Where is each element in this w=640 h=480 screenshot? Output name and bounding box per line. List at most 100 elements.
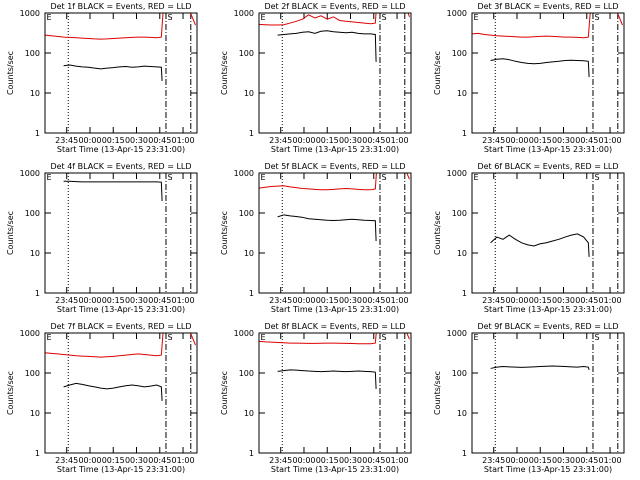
panel: Det 8f BLACK = Events, RED = LLD Counts/s… xyxy=(220,322,412,474)
plot-area xyxy=(472,13,623,78)
series-line xyxy=(63,382,163,401)
x-tick-label: 23:45 xyxy=(482,296,505,305)
y-tick-label: 100 xyxy=(452,49,467,58)
plot-area xyxy=(259,13,410,62)
y-tick-label: 1 xyxy=(249,129,254,138)
plot-area xyxy=(45,173,196,201)
plot-area xyxy=(490,365,590,370)
x-tick-label: 01:00 xyxy=(172,456,195,465)
panel: Det 3f BLACK = Events, RED = LLD Counts/s… xyxy=(433,2,625,154)
panel-title: Det 6f BLACK = Events, RED = LLD xyxy=(477,162,618,171)
y-axis-label: Counts/sec xyxy=(220,371,229,415)
panel: Det 6f BLACK = Events, RED = LLD Counts/s… xyxy=(433,162,625,314)
annotation: E xyxy=(47,13,52,22)
axes-frame xyxy=(44,12,198,134)
x-tick-label: 01:00 xyxy=(386,456,409,465)
x-tick-label: 00:30 xyxy=(552,456,575,465)
x-tick-label: 00:00 xyxy=(505,296,528,305)
axes-frame xyxy=(44,332,198,454)
x-tick-label: 00:45 xyxy=(362,456,385,465)
x-tick-label: 00:15 xyxy=(316,456,339,465)
x-axis-label: Start Time (13-Apr-15 23:31:00) xyxy=(484,145,612,154)
x-tick-label: 00:30 xyxy=(339,296,362,305)
y-tick-label: 10 xyxy=(457,249,467,258)
series-line xyxy=(277,369,377,389)
x-tick-label: 01:00 xyxy=(172,296,195,305)
x-tick-label: 00:45 xyxy=(362,296,385,305)
y-tick-label: 100 xyxy=(239,209,254,218)
y-tick-label: 1000 xyxy=(234,9,254,18)
annotation: S xyxy=(382,173,387,182)
y-axis-label: Counts/sec xyxy=(6,371,15,415)
x-tick-label: 00:30 xyxy=(125,136,148,145)
annotation: E xyxy=(261,13,266,22)
y-tick-label: 1 xyxy=(249,289,254,298)
y-axis-label: Counts/sec xyxy=(6,51,15,95)
x-tick-label: 00:30 xyxy=(125,456,148,465)
axes-frame xyxy=(258,12,412,134)
panel: Det 1f BLACK = Events, RED = LLD Counts/s… xyxy=(6,2,198,154)
x-axis-label: Start Time (13-Apr-15 23:31:00) xyxy=(271,305,399,314)
plot-area xyxy=(490,233,590,257)
series-line xyxy=(472,13,623,39)
panel-title: Det 5f BLACK = Events, RED = LLD xyxy=(264,162,405,171)
y-tick-label: 10 xyxy=(30,409,40,418)
axes-frame xyxy=(258,172,412,294)
x-axis-label: Start Time (13-Apr-15 23:31:00) xyxy=(484,305,612,314)
annotation: E xyxy=(474,333,479,342)
annotation: E xyxy=(474,13,479,22)
y-tick-label: 1 xyxy=(35,289,40,298)
x-axis-label: Start Time (13-Apr-15 23:31:00) xyxy=(271,145,399,154)
series-line xyxy=(259,13,410,26)
y-tick-label: 1 xyxy=(462,449,467,458)
y-tick-label: 1000 xyxy=(447,169,467,178)
y-axis-label: Counts/sec xyxy=(433,51,442,95)
y-tick-label: 100 xyxy=(452,369,467,378)
x-tick-label: 00:00 xyxy=(505,456,528,465)
annotation: S xyxy=(595,13,600,22)
y-tick-label: 10 xyxy=(244,409,254,418)
x-tick-label: 00:30 xyxy=(552,136,575,145)
y-tick-label: 1 xyxy=(462,289,467,298)
annotation: E xyxy=(261,173,266,182)
x-tick-label: 00:00 xyxy=(78,296,101,305)
panel: Det 7f BLACK = Events, RED = LLD Counts/s… xyxy=(6,322,198,474)
annotation: E xyxy=(47,173,52,182)
x-tick-label: 00:15 xyxy=(316,296,339,305)
y-axis-label: Counts/sec xyxy=(220,51,229,95)
annotation: S xyxy=(168,173,173,182)
x-tick-label: 00:45 xyxy=(575,136,598,145)
x-tick-label: 23:45 xyxy=(55,136,78,145)
x-tick-label: 01:00 xyxy=(599,456,622,465)
x-tick-label: 00:00 xyxy=(292,296,315,305)
y-tick-label: 1 xyxy=(249,449,254,458)
axes-frame xyxy=(471,172,625,294)
annotation: S xyxy=(382,13,387,22)
y-tick-label: 1 xyxy=(35,129,40,138)
y-tick-label: 1000 xyxy=(20,329,40,338)
series-line xyxy=(490,58,590,78)
y-tick-label: 100 xyxy=(25,209,40,218)
x-tick-label: 23:45 xyxy=(269,136,292,145)
y-axis-label: Counts/sec xyxy=(433,211,442,255)
y-tick-label: 100 xyxy=(25,49,40,58)
x-tick-label: 00:00 xyxy=(78,136,101,145)
y-tick-label: 1000 xyxy=(20,169,40,178)
panel-title: Det 4f BLACK = Events, RED = LLD xyxy=(50,162,191,171)
axes-frame xyxy=(471,332,625,454)
panel-title: Det 3f BLACK = Events, RED = LLD xyxy=(477,2,618,11)
series-line xyxy=(63,64,163,81)
x-tick-label: 23:45 xyxy=(55,456,78,465)
series-line xyxy=(45,13,196,40)
y-tick-label: 1000 xyxy=(447,329,467,338)
plot-area xyxy=(45,13,196,81)
series-line xyxy=(63,180,163,201)
x-axis-label: Start Time (13-Apr-15 23:31:00) xyxy=(484,465,612,474)
x-tick-label: 00:00 xyxy=(505,136,528,145)
annotation: S xyxy=(595,333,600,342)
x-tick-label: 00:45 xyxy=(148,296,171,305)
panel: Det 9f BLACK = Events, RED = LLD Counts/s… xyxy=(433,322,625,474)
panel: Det 2f BLACK = Events, RED = LLD Counts/s… xyxy=(220,2,412,154)
x-tick-label: 23:45 xyxy=(482,456,505,465)
